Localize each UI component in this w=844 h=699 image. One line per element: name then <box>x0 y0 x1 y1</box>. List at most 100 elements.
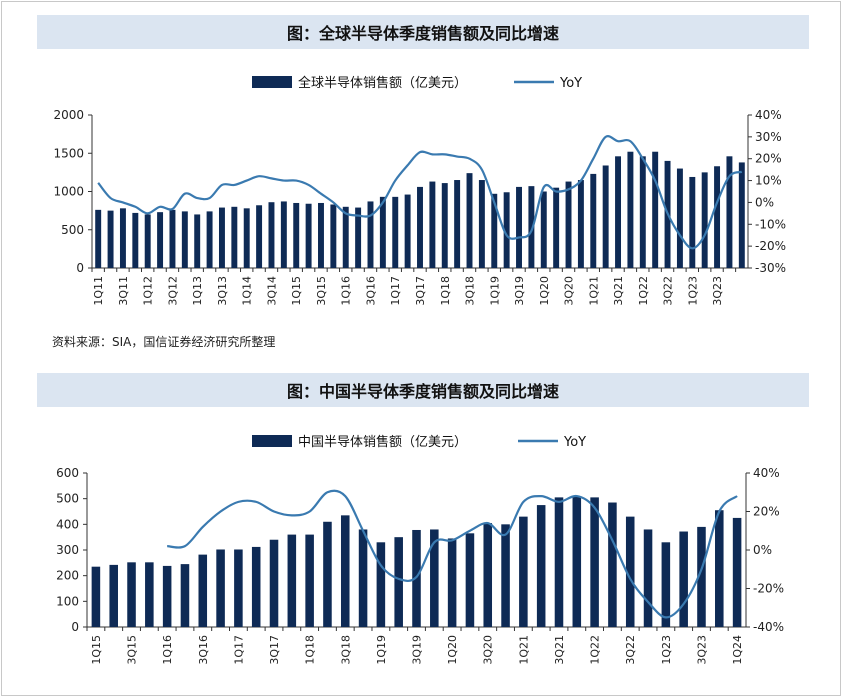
chart1-bar <box>577 180 584 268</box>
chart1-bar <box>194 214 201 268</box>
chart2-y-right-tick-label: 20% <box>753 505 780 519</box>
chart1-y-left-tick-label: 0 <box>76 261 84 275</box>
chart1-x-tick-label: 3Q11 <box>117 276 130 306</box>
chart2-bar <box>430 529 439 627</box>
chart1-x-tick-label: 1Q20 <box>538 276 551 306</box>
chart1-bar <box>701 172 708 268</box>
chart1-x-tick-label: 1Q22 <box>637 276 650 306</box>
chart2-title: 图：中国半导体季度销售额及同比增速 <box>37 373 809 407</box>
chart1-bar <box>478 180 485 268</box>
source-note: 资料来源：SIA，国信证券经济研究所整理 <box>52 335 276 349</box>
chart2-bar <box>679 531 688 627</box>
chart1-yoy-line <box>97 135 743 250</box>
chart2-bar <box>661 542 671 627</box>
chart2-bar <box>697 526 706 627</box>
chart1-bar <box>268 202 275 268</box>
chart1-x-tick-label: 1Q16 <box>340 276 353 306</box>
chart2-bar <box>608 502 617 627</box>
chart1-bar <box>367 201 374 268</box>
chart2-bar <box>234 549 243 627</box>
chart2-x-tick-label: 1Q15 <box>90 635 103 665</box>
chart2-bar <box>145 562 154 627</box>
chart2-bar <box>519 516 528 627</box>
chart2-bar <box>715 510 724 627</box>
chart2-y-left-tick-label: 300 <box>56 543 79 557</box>
chart2-y-right-tick-label: 40% <box>753 466 780 480</box>
chart1-bar <box>503 192 510 268</box>
chart1-x-tick-label: 3Q12 <box>166 276 179 306</box>
chart2-bar <box>358 529 368 627</box>
chart1-bar <box>392 196 399 268</box>
chart1-x-tick-label: 3Q15 <box>315 276 328 306</box>
chart2-bar <box>501 524 510 627</box>
chart2-bar <box>198 554 208 627</box>
chart1-x-tick-label: 3Q19 <box>513 276 526 306</box>
chart2-y-left-tick-label: 100 <box>56 594 79 608</box>
chart1-x-tick-label: 3Q16 <box>364 276 377 306</box>
chart2-x-tick-label: 1Q22 <box>589 635 602 665</box>
chart2-bar <box>269 539 279 627</box>
chart2-x-tick-label: 1Q17 <box>232 635 245 665</box>
chart2-y-right-tick-label: 0% <box>753 543 772 557</box>
chart1-bar <box>144 214 151 268</box>
chart2-y-right-tick-label: -40% <box>753 620 784 634</box>
chart2-bar <box>127 562 136 627</box>
chart2-bar <box>732 517 742 627</box>
chart1-x-tick-label: 3Q21 <box>612 276 625 306</box>
chart1-bar <box>466 173 473 268</box>
chart1-x-tick-label: 1Q19 <box>488 276 501 306</box>
chart2-bar <box>109 564 118 627</box>
chart2-x-tick-label: 3Q21 <box>553 635 566 665</box>
chart1-bar <box>528 186 535 268</box>
chart2-y-left-tick-label: 0 <box>71 620 79 634</box>
chart1-y-right-tick-label: -20% <box>755 239 786 253</box>
chart2-bar <box>323 521 332 627</box>
chart1-x-tick-label: 3Q13 <box>216 276 229 306</box>
chart2-bar <box>447 538 457 627</box>
chart1-title: 图：全球半导体季度销售额及同比增速 <box>37 15 809 49</box>
chart2-x-tick-label: 1Q23 <box>660 635 673 665</box>
chart2-bar <box>394 537 403 627</box>
chart1-x-tick-label: 1Q12 <box>142 276 155 306</box>
chart1-bar <box>540 191 547 268</box>
chart1-bar <box>726 156 733 268</box>
chart2-legend-bar-label: 中国半导体销售额（亿美元） <box>298 434 467 450</box>
chart1-x-tick-label: 3Q22 <box>662 276 675 306</box>
chart1-y-right-tick-label: -10% <box>755 217 786 231</box>
chart1-bar <box>206 211 213 268</box>
chart1-bar <box>107 210 114 268</box>
chart1-bar <box>231 206 238 268</box>
chart1-bar <box>342 206 349 268</box>
chart1-bar <box>330 204 337 268</box>
chart1-x-tick-label: 1Q13 <box>191 276 204 306</box>
chart1-x-tick-label: 1Q21 <box>587 276 600 306</box>
chart1-bar <box>169 209 176 268</box>
chart1-y-right-tick-label: 30% <box>755 130 782 144</box>
chart2-y-right-tick-label: -20% <box>753 582 784 596</box>
chart1-bar <box>454 180 461 268</box>
chart1-bar <box>218 207 225 268</box>
chart2-yoy-line <box>167 489 738 619</box>
chart1-bar <box>355 207 362 268</box>
chart1-x-tick-label: 3Q23 <box>711 276 724 306</box>
chart1-x-tick-label: 3Q18 <box>464 276 477 306</box>
chart1-bar <box>157 212 164 268</box>
chart2-x-tick-label: 3Q23 <box>695 635 708 665</box>
chart2-x-tick-label: 1Q24 <box>731 635 744 665</box>
chart1-x-tick-label: 1Q18 <box>439 276 452 306</box>
chart1-x-tick-label: 1Q11 <box>92 276 105 306</box>
chart1-bar <box>441 183 448 268</box>
chart1-bar <box>714 166 721 268</box>
chart2-y-left-tick-label: 500 <box>56 492 79 506</box>
chart1-bar <box>689 176 696 268</box>
chart2-x-tick-label: 3Q20 <box>482 635 495 665</box>
chart2-x-tick-label: 1Q21 <box>517 635 530 665</box>
chart1-bar <box>590 173 597 268</box>
chart1-bar <box>491 193 498 268</box>
chart2-x-tick-label: 1Q18 <box>304 635 317 665</box>
chart2-x-tick-label: 3Q18 <box>339 635 352 665</box>
chart1-bar <box>417 186 423 268</box>
chart2-x-tick-label: 3Q19 <box>411 635 424 665</box>
chart2-bar <box>554 497 564 627</box>
